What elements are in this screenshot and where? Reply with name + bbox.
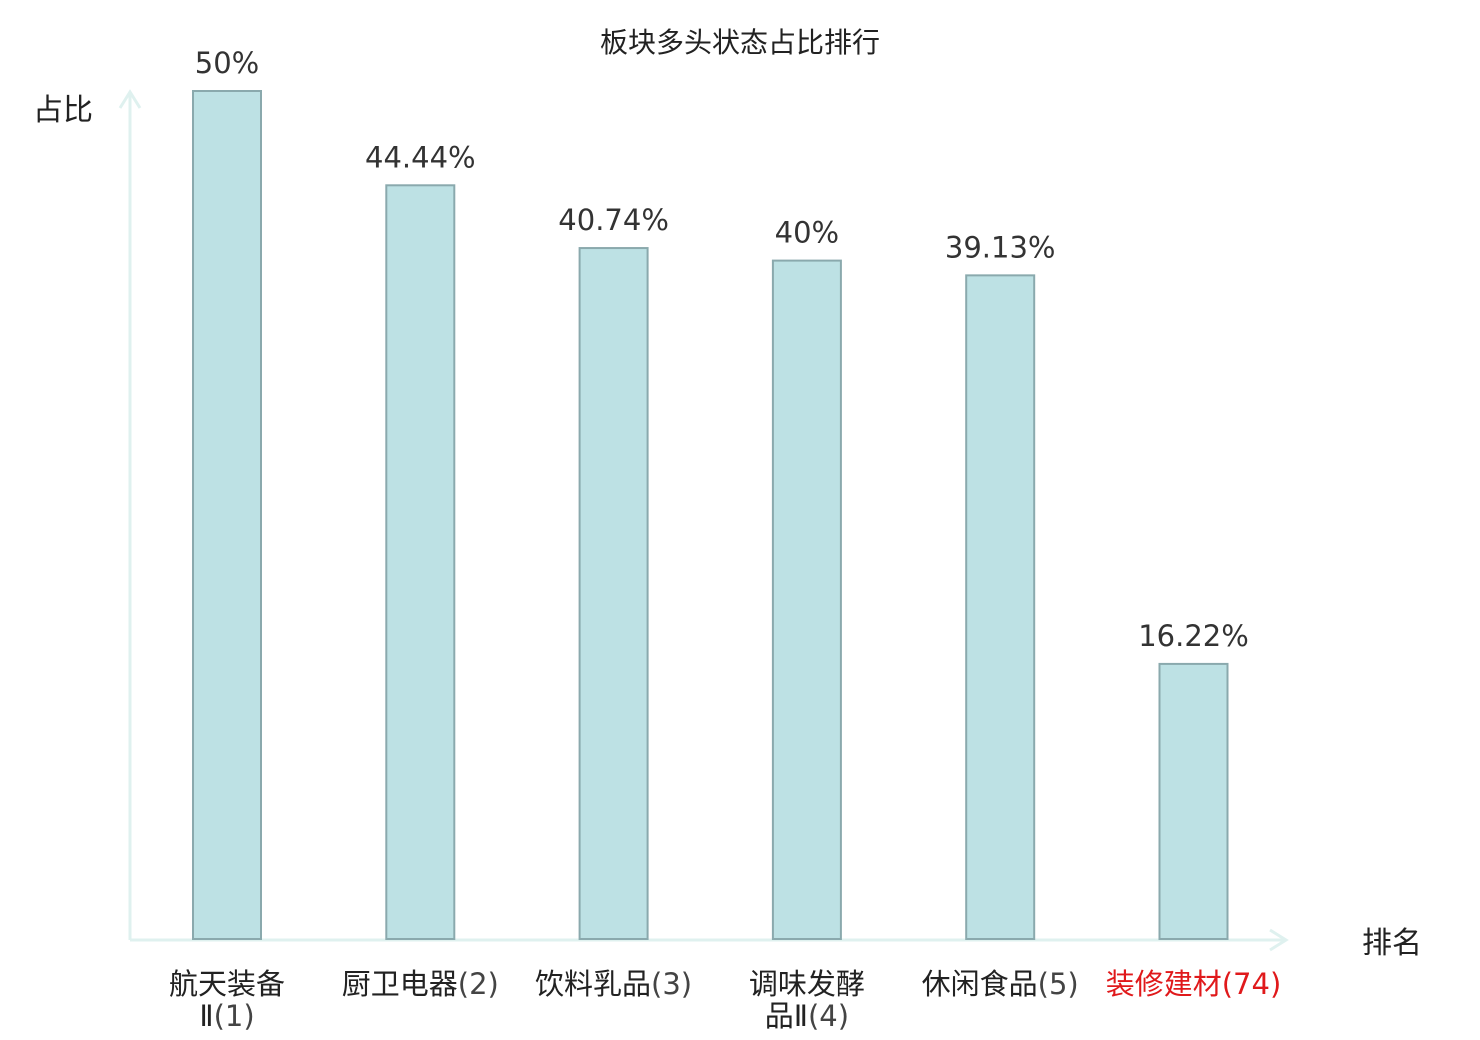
value-label-6: 16.22% [1138,619,1249,653]
x-tick-labels-group: 航天装备 Ⅱ(1) 厨卫电器(2) 饮料乳品(3) 调味发酵品Ⅱ(4) 休闲食品(5) 装修… [169,967,1281,1033]
x-tick-label-4: 调味发酵品Ⅱ(4) [749,967,865,1033]
x-tick-label-2: 厨卫电器(2) [342,967,499,1001]
value-label-3: 40.74% [558,203,669,237]
y-axis-arrow [118,89,142,109]
value-label-4: 40% [775,216,839,250]
x-tick-label-3: 饮料乳品(3) [535,967,692,1001]
x-tick-label-1: 航天装备 Ⅱ(1) [169,967,285,1033]
value-label-2: 44.44% [365,140,476,174]
bar-2 [385,184,456,940]
x-tick-label-6: 装修建材(74) [1106,967,1282,1001]
y-axis-label: 占比 [33,93,93,128]
bar-4 [771,259,842,941]
value-labels-group: 50% 44.44% 40.74% 40% 39.13% 16.22% [195,46,1249,653]
value-label-5: 39.13% [945,230,1056,264]
value-label-1: 50% [195,46,259,80]
x-axis-arrow [1269,928,1289,952]
bar-5 [965,274,1036,940]
x-axis-label: 排名 [1362,926,1422,961]
bars-group [192,90,1229,941]
x-tick-label-5: 休闲食品(5) [922,967,1079,1001]
chart-title: 板块多头状态占比排行 [600,26,880,59]
bar-6 [1158,662,1229,940]
bar-3 [578,247,649,940]
bar-1 [192,90,262,940]
